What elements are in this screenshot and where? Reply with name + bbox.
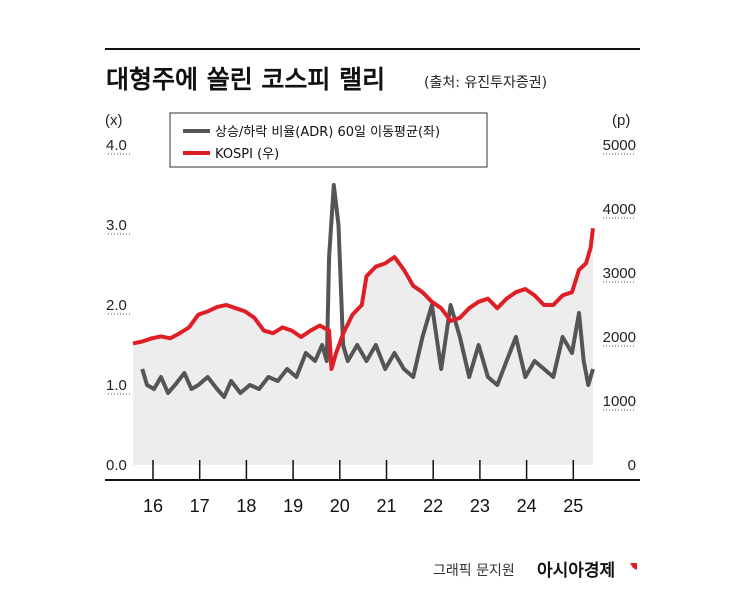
legend-adr-label: 상승/하락 비율(ADR) 60일 이동평균(좌) xyxy=(215,125,440,140)
legend: 상승/하락 비율(ADR) 60일 이동평균(좌) KOSPI (우) xyxy=(169,112,488,168)
left-axis-ticks: 0.0 1.0 2.0 3.0 4.0 xyxy=(106,137,127,474)
x-tick-label: 20 xyxy=(330,496,350,516)
x-tick-label: 17 xyxy=(190,496,210,516)
left-tick-label: 4.0 xyxy=(106,137,127,154)
brand-logo: 아시아경제 xyxy=(537,561,615,581)
left-tick-label: 2.0 xyxy=(106,297,127,314)
left-tick-label: 3.0 xyxy=(106,217,127,234)
kospi-series-line xyxy=(132,227,595,371)
source-note: (출처: 유진투자증권) xyxy=(424,75,547,91)
x-tick-label: 19 xyxy=(283,496,303,516)
left-axis-unit: (x) xyxy=(105,112,123,129)
left-tick-label: 1.0 xyxy=(106,377,127,394)
graphic-credit: 그래픽 문지원 xyxy=(433,563,515,579)
x-tick-label: 24 xyxy=(517,496,537,516)
adr-series-line xyxy=(140,183,595,399)
x-tick-label: 16 xyxy=(143,496,163,516)
right-tick-label: 3000 xyxy=(603,265,636,282)
right-tick-label: 5000 xyxy=(603,137,636,154)
legend-kospi-label: KOSPI (우) xyxy=(215,147,279,162)
legend-box xyxy=(169,112,488,168)
right-axis-unit: (p) xyxy=(612,112,630,129)
left-tick-label: 0.0 xyxy=(106,457,127,474)
x-axis-ticks: 16 17 18 19 20 21 22 23 24 25 xyxy=(143,460,583,516)
x-tick-label: 25 xyxy=(563,496,583,516)
brand-mark-icon xyxy=(630,563,637,570)
right-tick-label: 4000 xyxy=(603,201,636,218)
right-axis-ticks: 0 1000 2000 3000 4000 5000 xyxy=(603,137,636,474)
x-tick-label: 23 xyxy=(470,496,490,516)
right-tick-label: 0 xyxy=(628,457,636,474)
right-tick-label: 1000 xyxy=(603,393,636,410)
chart-title: 대형주에 쏠린 코스피 랠리 xyxy=(106,65,385,94)
x-tick-label: 21 xyxy=(376,496,396,516)
adr-area-fill xyxy=(133,228,593,465)
right-tick-label: 2000 xyxy=(603,329,636,346)
grid-lines xyxy=(108,153,636,411)
x-tick-label: 22 xyxy=(423,496,443,516)
x-tick-label: 18 xyxy=(236,496,256,516)
